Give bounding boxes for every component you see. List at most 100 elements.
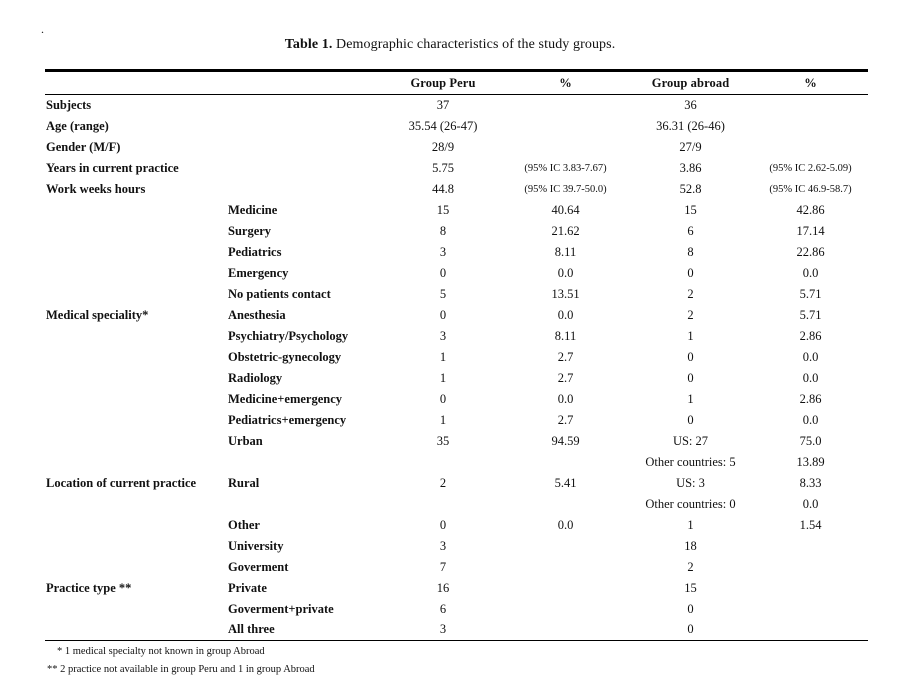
cell-peru-percent: 94.59 bbox=[551, 433, 580, 448]
cell-group-label bbox=[45, 284, 228, 305]
table-row: Practice type ** Private 16 15 bbox=[45, 578, 868, 599]
cell-peru-percent bbox=[503, 599, 628, 620]
cell-abroad-percent: 2.86 bbox=[799, 328, 822, 343]
header-empty-label bbox=[228, 70, 383, 95]
cell-peru-percent bbox=[503, 494, 628, 515]
cell-peru-percent bbox=[503, 116, 628, 137]
cell-sub-label bbox=[228, 179, 383, 200]
cell-sub-label: All three bbox=[228, 622, 275, 637]
cell-abroad-value: 15 bbox=[684, 580, 697, 595]
cell-abroad-percent: 22.86 bbox=[796, 244, 825, 259]
cell-peru-value: 16 bbox=[436, 580, 450, 595]
cell-sub-label: Rural bbox=[228, 475, 260, 490]
cell-abroad-value: US: 27 bbox=[672, 433, 709, 448]
cell-peru-value bbox=[383, 494, 503, 515]
table-row: Other countries: 0 0.0 bbox=[45, 494, 868, 515]
cell-peru-value: 1 bbox=[439, 349, 447, 364]
header-peru-percent: % bbox=[503, 70, 628, 95]
cell-abroad-percent: 5.71 bbox=[799, 286, 822, 301]
demographics-table: Group Peru % Group abroad % Subjects 37 36… bbox=[45, 69, 868, 641]
table-header-row: Group Peru % Group abroad % bbox=[45, 70, 868, 95]
cell-peru-percent: (95% IC 39.7-50.0) bbox=[524, 183, 607, 195]
cell-peru-percent bbox=[503, 95, 628, 116]
table-body: Subjects 37 36 Age (range) 35.54 (26-47) 36.3… bbox=[45, 95, 868, 641]
cell-abroad-percent: 13.89 bbox=[796, 454, 825, 469]
cell-abroad-value: 2 bbox=[687, 307, 694, 322]
cell-abroad-percent: 42.86 bbox=[796, 202, 825, 217]
table-row: University 3 18 bbox=[45, 536, 868, 557]
cell-peru-value: 44.8 bbox=[432, 181, 454, 196]
table-row: Goverment 7 2 bbox=[45, 557, 868, 578]
cell-peru-value: 0 bbox=[439, 307, 447, 322]
cell-group-label: Age (range) bbox=[46, 118, 109, 133]
table-row: No patients contact 5 13.51 2 5.71 bbox=[45, 284, 868, 305]
cell-peru-percent: 0.0 bbox=[557, 307, 574, 322]
cell-peru-percent: 2.7 bbox=[557, 349, 574, 364]
cell-group-label bbox=[45, 536, 228, 557]
cell-group-label bbox=[45, 515, 228, 536]
cell-abroad-percent: 0.0 bbox=[802, 412, 819, 427]
cell-sub-label: Obstetric-gynecology bbox=[228, 349, 342, 364]
table-row: Location of current practice Rural 2 5.41 US… bbox=[45, 473, 868, 494]
cell-peru-value: 3 bbox=[439, 328, 447, 343]
table-row: Other countries: 5 13.89 bbox=[45, 452, 868, 473]
cell-peru-percent bbox=[503, 137, 628, 158]
cell-peru-value: 28/9 bbox=[431, 139, 455, 154]
header-abroad-percent: % bbox=[753, 70, 868, 95]
cell-group-label bbox=[45, 221, 228, 242]
cell-peru-value: 0 bbox=[439, 391, 447, 406]
cell-sub-label bbox=[228, 137, 383, 158]
cell-peru-percent bbox=[503, 578, 628, 599]
cell-group-label bbox=[45, 494, 228, 515]
cell-peru-value: 6 bbox=[439, 601, 447, 616]
cell-abroad-value: 2 bbox=[687, 559, 694, 574]
cell-group-label: Work weeks hours bbox=[46, 181, 146, 196]
cell-abroad-percent bbox=[753, 95, 868, 116]
cell-abroad-value: 1 bbox=[687, 391, 694, 406]
cell-sub-label: Medicine+emergency bbox=[228, 391, 343, 406]
cell-peru-value: 5.75 bbox=[432, 160, 454, 175]
cell-group-label bbox=[45, 242, 228, 263]
cell-group-label: Location of current practice bbox=[46, 475, 197, 490]
cell-group-label: Years in current practice bbox=[46, 160, 179, 175]
cell-abroad-percent bbox=[753, 137, 868, 158]
cell-abroad-value: 36 bbox=[684, 97, 697, 112]
cell-sub-label: Medicine bbox=[228, 202, 278, 217]
cell-group-label bbox=[45, 431, 228, 452]
cell-abroad-percent bbox=[753, 536, 868, 557]
cell-peru-value: 5 bbox=[439, 286, 447, 301]
table-header: Group Peru % Group abroad % bbox=[45, 70, 868, 95]
table-row: Pediatrics 3 8.11 8 22.86 bbox=[45, 242, 868, 263]
cell-abroad-percent: 5.71 bbox=[799, 307, 822, 322]
cell-peru-value: 7 bbox=[439, 559, 447, 574]
cell-sub-label: Emergency bbox=[228, 265, 289, 280]
cell-peru-percent bbox=[503, 452, 628, 473]
cell-sub-label: Anesthesia bbox=[228, 307, 286, 322]
cell-abroad-percent: 17.14 bbox=[796, 223, 825, 238]
cell-abroad-value: 18 bbox=[684, 538, 697, 553]
cell-abroad-percent: 75.0 bbox=[799, 433, 822, 448]
cell-abroad-percent: 0.0 bbox=[802, 265, 819, 280]
cell-sub-label: Pediatrics bbox=[228, 244, 282, 259]
cell-abroad-value: 15 bbox=[684, 202, 697, 217]
cell-peru-value: 37 bbox=[436, 97, 450, 112]
cell-sub-label: Goverment+private bbox=[228, 601, 334, 616]
cell-sub-label bbox=[228, 116, 383, 137]
table-row: Pediatrics+emergency 1 2.7 0 0.0 bbox=[45, 410, 868, 431]
cell-peru-percent: 8.11 bbox=[554, 328, 577, 343]
table-row: Obstetric-gynecology 1 2.7 0 0.0 bbox=[45, 347, 868, 368]
cell-sub-label: No patients contact bbox=[228, 286, 331, 301]
cell-peru-percent: 0.0 bbox=[557, 265, 574, 280]
header-empty-group bbox=[45, 70, 228, 95]
cell-sub-label: Surgery bbox=[228, 223, 272, 238]
cell-peru-value: 2 bbox=[439, 475, 447, 490]
cell-sub-label: Radiology bbox=[228, 370, 283, 385]
cell-peru-value: 0 bbox=[439, 265, 447, 280]
cell-abroad-percent: 0.0 bbox=[802, 349, 819, 364]
cell-abroad-value: 1 bbox=[687, 517, 694, 532]
table-row: Surgery 8 21.62 6 17.14 bbox=[45, 221, 868, 242]
cell-peru-percent: 5.41 bbox=[554, 475, 577, 490]
cell-abroad-value: 52.8 bbox=[679, 181, 702, 196]
cell-group-label bbox=[45, 389, 228, 410]
cell-peru-percent: (95% IC 3.83-7.67) bbox=[524, 162, 607, 174]
